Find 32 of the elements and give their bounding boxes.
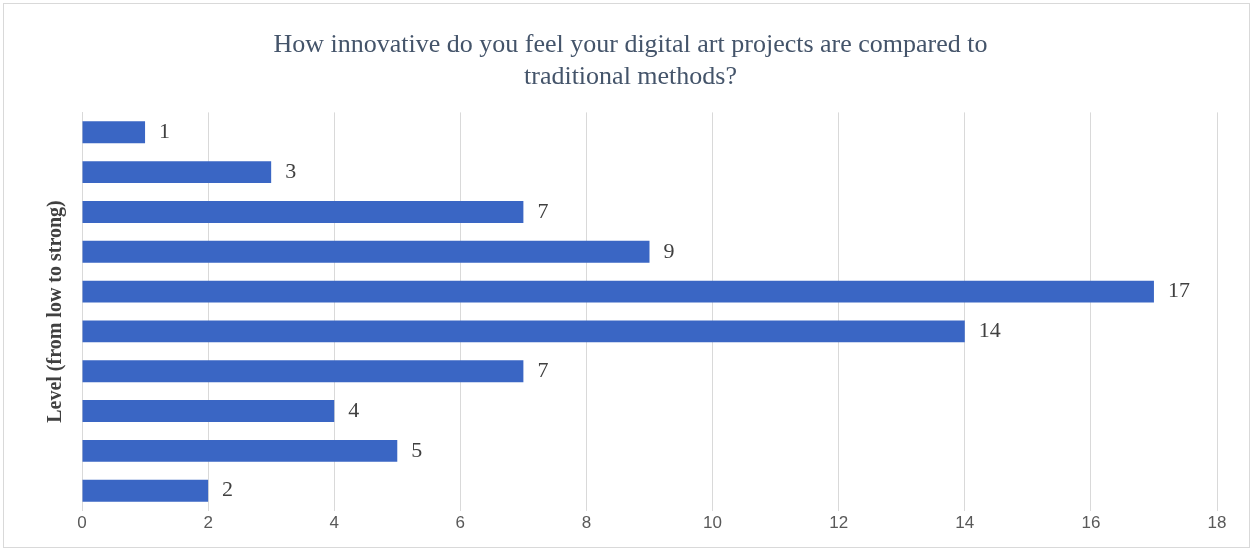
x-tick-label: 8 (581, 513, 592, 533)
data-label: 5 (411, 436, 423, 462)
chart-title: How innovative do you feel your digital art projects are compared to traditional methods? (273, 29, 988, 90)
x-tick-label: 12 (829, 513, 849, 533)
x-tick-label: 4 (329, 513, 339, 533)
bar (82, 280, 1154, 303)
bar (82, 400, 335, 422)
x-tick-label: 16 (1081, 513, 1101, 533)
bar (82, 121, 146, 144)
x-tick-label: 6 (455, 513, 466, 533)
data-label: 4 (348, 396, 360, 422)
bar (82, 240, 650, 263)
bar (82, 161, 272, 184)
x-tick-label: 14 (955, 513, 975, 533)
x-tick-label: 0 (77, 513, 87, 533)
x-tick-label: 18 (1207, 513, 1227, 533)
data-label: 7 (537, 197, 549, 223)
bar (82, 479, 209, 502)
data-label: 1 (159, 118, 171, 144)
data-label: 17 (1167, 277, 1190, 303)
data-label: 2 (222, 476, 234, 502)
x-tick-label: 10 (703, 513, 723, 533)
x-tick-label: 2 (203, 513, 213, 533)
data-label: 7 (537, 357, 549, 383)
data-label: 3 (285, 157, 297, 183)
bar (82, 360, 524, 383)
y-axis-title: Level (from low to strong) (43, 200, 67, 423)
data-label: 14 (978, 317, 1001, 343)
bar (82, 320, 965, 343)
bar (82, 439, 398, 462)
data-label: 9 (663, 237, 675, 263)
bar (82, 201, 524, 223)
